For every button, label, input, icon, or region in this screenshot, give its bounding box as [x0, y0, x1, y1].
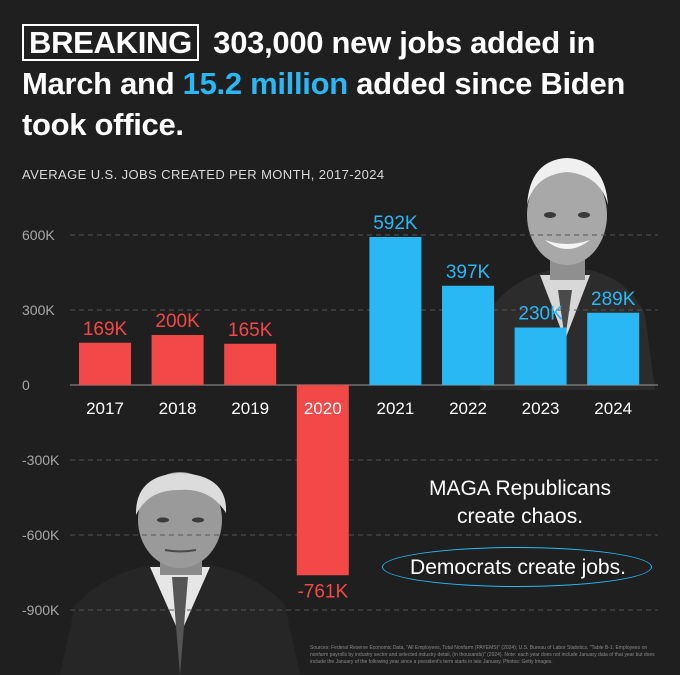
x-tick-label: 2018 [159, 399, 197, 418]
bar-2024 [587, 312, 640, 385]
bar-2020 [296, 385, 349, 576]
data-label: 165K [228, 320, 273, 341]
x-tick-label: 2021 [376, 399, 414, 418]
data-label: 230K [518, 304, 563, 325]
x-tick-label: 2022 [449, 399, 487, 418]
biden-photo [480, 158, 655, 390]
x-axis-ticks: 2017 2018 2019 2020 2021 2022 2023 2024 [86, 399, 632, 418]
y-tick-label: 600K [22, 227, 55, 243]
breaking-tag: BREAKING [22, 24, 199, 61]
data-label: -761K [297, 581, 348, 602]
data-label: 592K [373, 213, 418, 234]
chart-subtitle: AVERAGE U.S. JOBS CREATED PER MONTH, 201… [22, 167, 385, 182]
x-tick-label: 2017 [86, 399, 124, 418]
bar-2021 [369, 237, 422, 385]
y-tick-label: -600K [22, 527, 60, 543]
data-label: 289K [591, 289, 636, 310]
headline-highlight: 15.2 million [182, 66, 349, 101]
data-labels: 169K 200K 165K -761K 592K 397K 230K 289K [83, 213, 636, 602]
bar-2017 [79, 342, 131, 385]
democrats-callout: Democrats create jobs. [382, 547, 654, 589]
bar-2022 [442, 285, 494, 385]
bar-2019 [224, 343, 277, 385]
headline-text-2: added since Biden took office. [22, 66, 626, 142]
x-tick-label: 2020 [304, 399, 342, 418]
x-tick-label: 2019 [231, 399, 269, 418]
y-tick-label: 0 [22, 377, 30, 393]
y-tick-label: -300K [22, 452, 60, 468]
headline: BREAKING 303,000 new jobs added in March… [22, 22, 662, 145]
bar-2023 [514, 327, 567, 385]
callout-ellipse [382, 547, 652, 587]
data-label: 397K [446, 262, 491, 283]
x-tick-label: 2024 [594, 399, 632, 418]
y-axis-ticks: 600K 300K 0 -300K -600K -900K [22, 227, 60, 618]
y-tick-label: 300K [22, 302, 55, 318]
y-tick-label: -900K [22, 602, 60, 618]
x-tick-label: 2023 [522, 399, 560, 418]
data-label: 200K [155, 311, 200, 332]
bars [79, 237, 640, 576]
headline-text-1: 303,000 new jobs added in March and [22, 25, 596, 101]
republicans-callout: MAGA Republicans create chaos. [428, 477, 612, 528]
trump-photo [60, 472, 300, 675]
bar-2018 [151, 335, 204, 385]
sources-note: Sources: Federal Reserve Economic Data, … [310, 645, 655, 665]
data-label: 169K [83, 319, 128, 340]
